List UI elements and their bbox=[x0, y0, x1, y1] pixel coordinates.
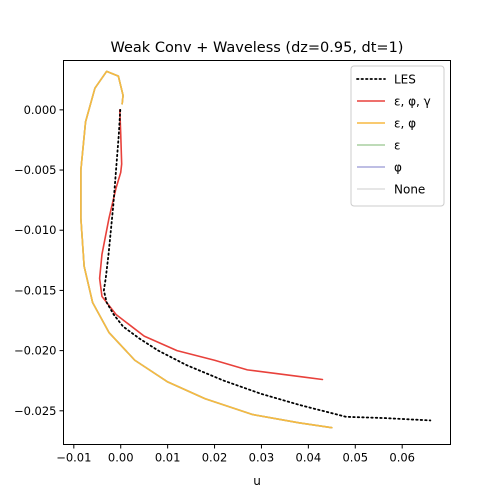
y-tick-label: −0.020 bbox=[14, 344, 57, 358]
x-tick-label: 0.03 bbox=[249, 451, 275, 465]
series-line-1 bbox=[98, 109, 324, 381]
y-tick-label: −0.010 bbox=[14, 223, 57, 237]
legend-label-2: ε, φ bbox=[394, 117, 416, 131]
series-layer bbox=[80, 70, 432, 429]
x-tick-label: −0.01 bbox=[56, 451, 91, 465]
y-tick-label: −0.005 bbox=[14, 163, 57, 177]
legend: LES ε, φ, γ ε, φ εφ None bbox=[350, 65, 445, 207]
y-tick-label: −0.025 bbox=[14, 404, 57, 418]
axes-frame bbox=[63, 60, 451, 445]
legend-label-4: φ bbox=[394, 161, 402, 175]
x-tick-label: 0.02 bbox=[202, 451, 228, 465]
y-axis-ticks: 0.000 −0.005 −0.010 −0.015 −0.020 −0.025 bbox=[14, 103, 64, 418]
legend-label-3: ε bbox=[394, 139, 401, 153]
legend-label-0: LES bbox=[394, 73, 416, 87]
chart-title: Weak Conv + Waveless (dz=0.95, dt=1) bbox=[111, 40, 404, 56]
x-tick-label: 0.00 bbox=[108, 451, 134, 465]
x-axis-label: u bbox=[253, 474, 261, 488]
x-tick-label: 0.05 bbox=[342, 451, 368, 465]
legend-label-5: None bbox=[394, 183, 425, 197]
series-line-0 bbox=[102, 108, 432, 422]
x-axis-ticks: −0.01 0.00 0.01 0.02 0.03 0.04 0.05 0.06 bbox=[56, 444, 415, 465]
x-tick-label: 0.01 bbox=[155, 451, 181, 465]
series-line-2 bbox=[80, 70, 333, 429]
legend-label-1: ε, φ, γ bbox=[394, 95, 431, 109]
x-tick-label: 0.06 bbox=[389, 451, 415, 465]
y-tick-label: 0.000 bbox=[24, 103, 57, 117]
x-tick-label: 0.04 bbox=[296, 451, 322, 465]
y-tick-label: −0.015 bbox=[14, 283, 57, 297]
